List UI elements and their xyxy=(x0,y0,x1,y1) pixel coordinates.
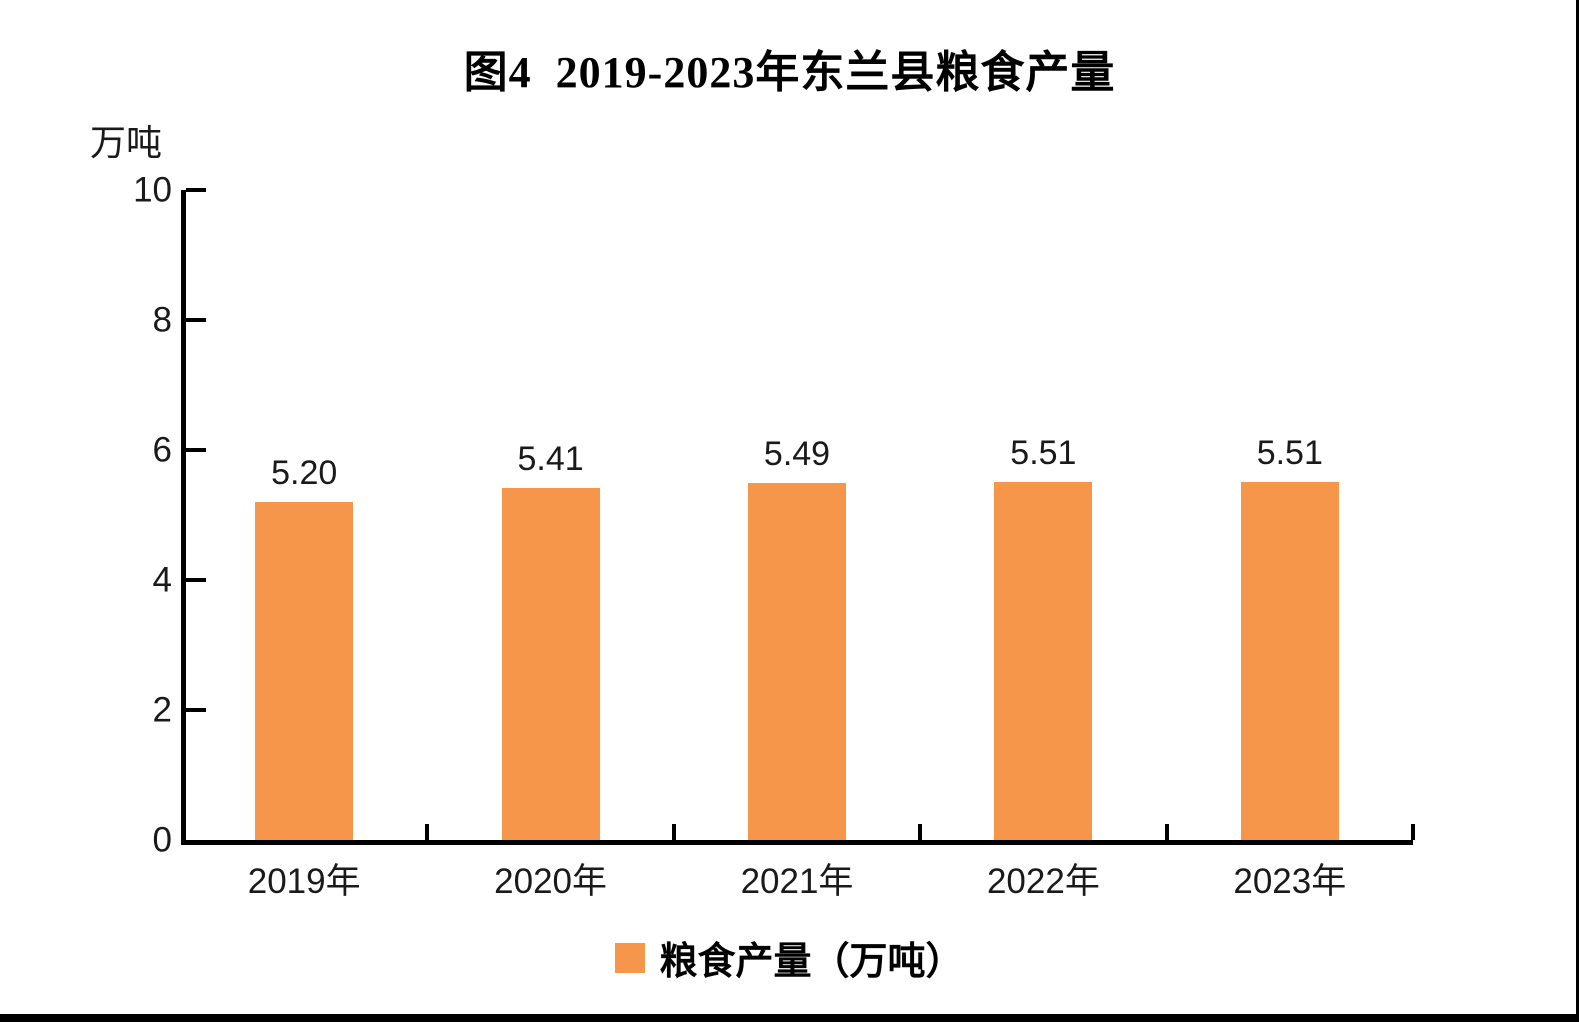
bottom-edge-bar xyxy=(0,1014,1579,1022)
y-axis-tick xyxy=(186,708,206,712)
chart-title: 图4 2019-2023年东兰县粮食产量 xyxy=(463,48,1116,97)
x-axis-category-label: 2020年 xyxy=(494,862,608,901)
bar-2020年 xyxy=(501,488,600,840)
y-axis-tick xyxy=(186,448,206,452)
bar-2022年 xyxy=(994,481,1093,840)
x-axis-category-label: 2021年 xyxy=(740,862,854,901)
y-axis-tick xyxy=(186,318,206,322)
right-edge-line xyxy=(1576,0,1579,1022)
y-axis-tick-label: 4 xyxy=(152,560,172,600)
y-axis-unit-label: 万吨 xyxy=(90,122,163,163)
y-axis-tick-label: 0 xyxy=(152,820,172,860)
bar-2019年 xyxy=(255,502,354,840)
x-axis-category-label: 2019年 xyxy=(247,862,361,901)
x-axis-tick xyxy=(1164,824,1169,840)
y-axis-tick-label: 2 xyxy=(152,690,172,730)
x-axis-tick xyxy=(918,824,923,840)
legend-swatch xyxy=(615,942,646,973)
y-axis-line xyxy=(181,190,186,845)
y-axis-tick xyxy=(186,188,206,192)
x-axis-tick xyxy=(425,824,430,840)
bar-value-label: 5.51 xyxy=(1010,433,1077,472)
x-axis-tick xyxy=(671,824,676,840)
bar-value-label: 5.51 xyxy=(1256,433,1323,472)
x-axis-line xyxy=(181,840,1413,845)
y-axis-tick xyxy=(186,578,206,582)
bar-2021年 xyxy=(748,483,846,840)
y-axis-tick-label: 6 xyxy=(152,430,172,470)
y-axis-tick-label: 10 xyxy=(133,170,172,210)
bar-2023年 xyxy=(1240,481,1339,840)
legend: 粮食产量（万吨） xyxy=(0,930,1579,985)
x-axis-category-label: 2022年 xyxy=(986,862,1100,901)
bar-value-label: 5.49 xyxy=(763,435,831,474)
legend-label: 粮食产量（万吨） xyxy=(659,941,964,983)
x-axis-category-label: 2023年 xyxy=(1233,862,1347,901)
x-axis-tick xyxy=(1411,824,1415,840)
bar-value-label: 5.41 xyxy=(517,440,584,479)
bar-value-label: 5.20 xyxy=(271,454,338,492)
y-axis-tick-label: 8 xyxy=(152,300,172,340)
